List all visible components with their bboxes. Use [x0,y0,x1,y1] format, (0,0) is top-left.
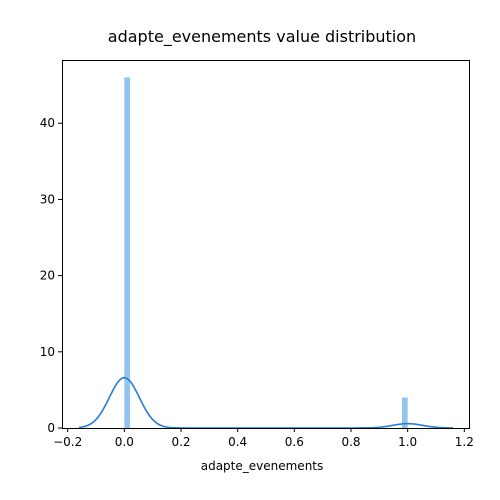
y-tick-label: 0 [47,421,55,435]
chart-title: adapte_evenements value distribution [108,27,416,47]
histogram-bars [124,77,408,429]
histogram-bar-1 [402,397,408,428]
x-tick-label: 0.8 [341,435,360,449]
x-tick-label: 0.6 [285,435,304,449]
x-tick-label: 1.0 [398,435,417,449]
x-tick-label: 0.0 [115,435,134,449]
x-tick-label: 0.4 [228,435,247,449]
y-tick-label: 40 [40,116,55,130]
y-tick-label: 30 [40,192,55,206]
x-tick-label: −0.2 [53,435,82,449]
y-tick-label: 10 [40,345,55,359]
x-tick-label: 1.2 [455,435,474,449]
x-axis-label: adapte_evenements [201,459,324,473]
plot-frame [62,60,470,429]
y-tick-label: 20 [40,269,55,283]
x-axis: −0.2 0.0 0.2 0.4 0.6 0.8 1.0 1.2 [53,428,474,449]
histogram-bar-0 [124,77,130,429]
y-axis: 0 10 20 30 40 [40,116,62,435]
kde-line [78,376,454,429]
x-tick-label: 0.2 [171,435,190,449]
